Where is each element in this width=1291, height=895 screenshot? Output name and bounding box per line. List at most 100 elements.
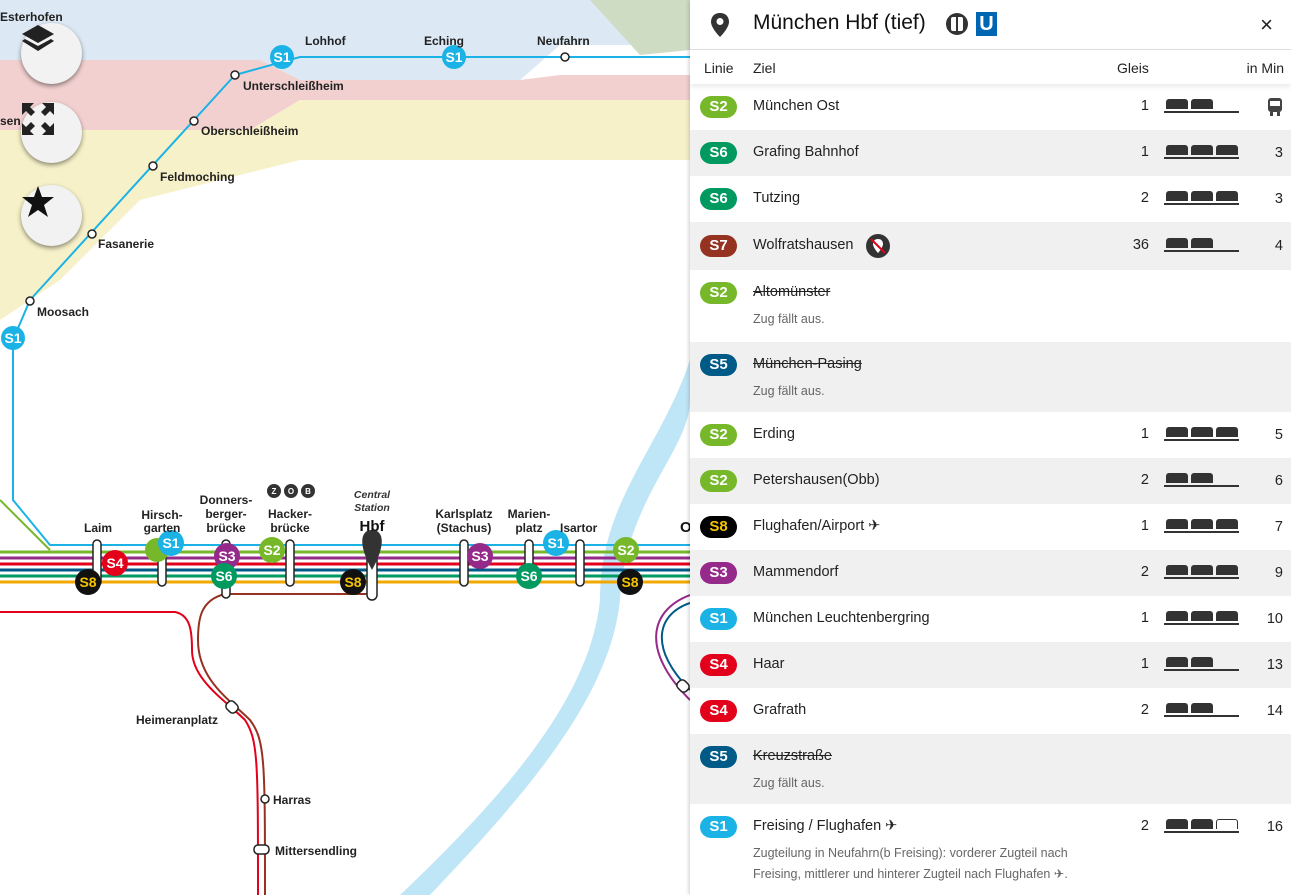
zob-z: Z bbox=[272, 487, 277, 496]
station-hirschgarten-2[interactable]: garten bbox=[144, 521, 181, 535]
line-badge: S6 bbox=[700, 142, 737, 164]
minutes: 16 bbox=[1266, 819, 1283, 835]
departure-note: Zug fällt aus. bbox=[753, 776, 825, 790]
close-button[interactable]: × bbox=[1260, 12, 1273, 37]
col-in-min: in Min bbox=[1246, 60, 1284, 76]
line-badge: S2 bbox=[700, 470, 737, 492]
central-station-2: Station bbox=[354, 502, 390, 514]
network-map[interactable]: S1 S1 S1 S4 S8 S1 S3 S6 S2 S8 S3 S6 S1 S… bbox=[0, 0, 690, 895]
departure-note: Zugteilung in Neufahrn(b Freising): vord… bbox=[753, 846, 1068, 881]
layers-button[interactable] bbox=[21, 23, 82, 84]
station-eching[interactable]: Eching bbox=[424, 34, 464, 48]
occupancy-car-icon bbox=[1216, 703, 1238, 713]
station-hbf[interactable]: Hbf bbox=[360, 518, 386, 535]
platform: 1 bbox=[1140, 426, 1149, 442]
station-mittersendling[interactable]: Mittersendling bbox=[275, 844, 357, 858]
occupancy-car-icon bbox=[1216, 473, 1238, 483]
river-isar bbox=[400, 360, 690, 895]
minutes: 14 bbox=[1266, 703, 1283, 719]
station-moosach[interactable]: Moosach bbox=[37, 305, 89, 319]
svg-text:S2: S2 bbox=[617, 542, 634, 558]
occupancy-indicator bbox=[1164, 657, 1239, 671]
station-karlsplatz-2[interactable]: (Stachus) bbox=[437, 521, 492, 535]
station-ost-partial[interactable]: O bbox=[680, 519, 690, 536]
station-unterschleissheim[interactable]: Unterschleißheim bbox=[243, 79, 344, 93]
station-hacker-2[interactable]: brücke bbox=[270, 521, 310, 535]
zob-icon: Z O B bbox=[267, 484, 315, 498]
departure-row[interactable]: S7 Wolfratshausen 36 4 bbox=[690, 222, 1291, 270]
occupancy-car-icon bbox=[1216, 99, 1238, 109]
departure-row[interactable]: S4 Grafrath 2 14 bbox=[690, 688, 1291, 734]
svg-text:S8: S8 bbox=[621, 574, 638, 590]
station-donnersberger-3[interactable]: brücke bbox=[206, 521, 246, 535]
station-laim[interactable]: Laim bbox=[84, 521, 112, 535]
station-donnersberger-1[interactable]: Donners- bbox=[200, 493, 253, 507]
occupancy-car-icon bbox=[1191, 191, 1213, 201]
panel-header: München Hbf (tief) U × bbox=[690, 0, 1291, 50]
minutes: 3 bbox=[1274, 145, 1283, 161]
favorites-star-icon bbox=[22, 186, 54, 217]
minutes: 4 bbox=[1274, 238, 1283, 254]
map-canvas[interactable]: S1 S1 S1 S4 S8 S1 S3 S6 S2 S8 S3 S6 S1 S… bbox=[0, 0, 690, 895]
svg-text:S1: S1 bbox=[445, 49, 462, 65]
station-hirschgarten-1[interactable]: Hirsch- bbox=[141, 508, 182, 522]
destination: München Leuchtenbergring bbox=[753, 610, 930, 626]
departure-row[interactable]: S1 München Leuchtenbergring 1 10 bbox=[690, 596, 1291, 642]
svg-text:S8: S8 bbox=[79, 574, 96, 590]
occupancy-car-icon bbox=[1166, 657, 1188, 667]
occupancy-indicator bbox=[1164, 238, 1239, 252]
line-badge: S8 bbox=[700, 516, 737, 538]
departure-row[interactable]: S2 München Ost 1 bbox=[690, 84, 1291, 130]
central-station-1: Central bbox=[354, 489, 391, 501]
station-karlsplatz-1[interactable]: Karlsplatz bbox=[435, 507, 492, 521]
occupancy-car-icon bbox=[1166, 191, 1188, 201]
station-harras[interactable]: Harras bbox=[273, 793, 311, 807]
line-badge: S4 bbox=[700, 700, 737, 722]
occupancy-car-icon bbox=[1166, 427, 1188, 437]
station-oberschleissheim[interactable]: Oberschleißheim bbox=[201, 124, 298, 138]
station-neufahrn[interactable]: Neufahrn bbox=[537, 34, 590, 48]
platform: 2 bbox=[1140, 190, 1149, 206]
departure-row[interactable]: S4 Haar 1 13 bbox=[690, 642, 1291, 688]
station-partial[interactable]: sen bbox=[0, 114, 21, 128]
departure-row[interactable]: S2 Petershausen(Obb) 2 6 bbox=[690, 458, 1291, 504]
station-marienplatz-2[interactable]: platz bbox=[515, 521, 542, 535]
station-lohhof[interactable]: Lohhof bbox=[305, 34, 347, 48]
occupancy-car-icon bbox=[1216, 145, 1238, 155]
departure-row[interactable]: S2 Erding 1 5 bbox=[690, 412, 1291, 458]
line-badge: S4 bbox=[700, 654, 737, 676]
station-feldmoching[interactable]: Feldmoching bbox=[160, 170, 235, 184]
departure-note: Zug fällt aus. bbox=[753, 384, 825, 398]
departure-row[interactable]: S6 Grafing Bahnhof 1 3 bbox=[690, 130, 1291, 176]
col-linie: Linie bbox=[704, 60, 734, 76]
occupancy-car-icon bbox=[1216, 191, 1238, 201]
svg-text:S1: S1 bbox=[273, 49, 290, 65]
line-badge: S2 bbox=[700, 96, 737, 118]
departure-row[interactable]: S5 München-Pasing Zug fällt aus. bbox=[690, 342, 1291, 412]
departure-row[interactable]: S8 Flughafen/Airport ✈ 1 7 bbox=[690, 504, 1291, 550]
occupancy-car-icon bbox=[1166, 565, 1188, 575]
station-donnersberger-2[interactable]: berger- bbox=[205, 507, 246, 521]
ubahn-icon: U bbox=[976, 12, 997, 36]
station-marienplatz-1[interactable]: Marien- bbox=[508, 507, 551, 521]
departure-row[interactable]: S5 Kreuzstraße Zug fällt aus. bbox=[690, 734, 1291, 804]
fullscreen-button[interactable] bbox=[21, 102, 82, 163]
departure-row[interactable]: S3 Mammendorf 2 9 bbox=[690, 550, 1291, 596]
station-fasanerie[interactable]: Fasanerie bbox=[98, 237, 154, 251]
station-esterhofen[interactable]: Esterhofen bbox=[0, 10, 63, 24]
train-icon bbox=[1268, 98, 1282, 116]
line-bubbles: S1 S1 S1 S4 S8 S1 S3 S6 S2 S8 S3 S6 S1 S… bbox=[1, 45, 643, 595]
station-heimeranplatz[interactable]: Heimeranplatz bbox=[136, 713, 218, 727]
departure-row[interactable]: S6 Tutzing 2 3 bbox=[690, 176, 1291, 222]
departure-row[interactable]: S1 Freising / Flughafen ✈ Zugteilung in N… bbox=[690, 804, 1291, 895]
destination: Mammendorf bbox=[753, 564, 839, 580]
station-isartor[interactable]: Isartor bbox=[560, 521, 598, 535]
occupancy-car-icon bbox=[1191, 565, 1213, 575]
platform: 1 bbox=[1140, 656, 1149, 672]
station-hacker-1[interactable]: Hacker- bbox=[268, 507, 312, 521]
departure-row[interactable]: S2 Altomünster Zug fällt aus. bbox=[690, 270, 1291, 342]
favorites-button[interactable] bbox=[21, 185, 82, 246]
occupancy-indicator bbox=[1164, 565, 1239, 579]
platform: 2 bbox=[1140, 564, 1149, 580]
platform: 1 bbox=[1140, 610, 1149, 626]
